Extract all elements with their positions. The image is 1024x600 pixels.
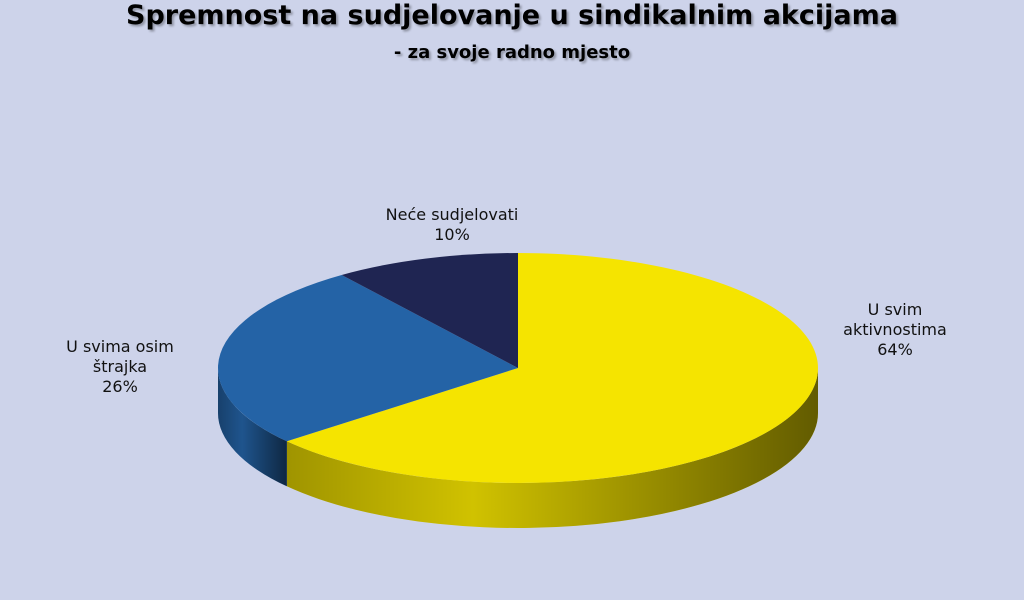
chart-subtitle: - za svoje radno mjesto (393, 42, 631, 63)
data-label: U svima osim štrajka 26% (50, 337, 190, 397)
category-label: U svima osim štrajka (66, 337, 174, 376)
slice-side-shade (218, 368, 287, 487)
slice (341, 253, 518, 368)
value-label: 64% (877, 340, 913, 359)
value-label: 10% (434, 225, 470, 244)
category-label: U svim aktivnostima (843, 300, 947, 339)
category-label: Neće sudjelovati (385, 205, 519, 224)
data-label: Neće sudjelovati 10% (372, 205, 532, 245)
value-label: 26% (102, 377, 138, 396)
slice-side-shade (286, 368, 819, 528)
chart-title: Spremnost na sudjelovanje u sindikalnim … (126, 0, 898, 31)
slice (286, 253, 818, 483)
slice (217, 274, 518, 442)
data-label: U svim aktivnostima 64% (840, 300, 950, 360)
